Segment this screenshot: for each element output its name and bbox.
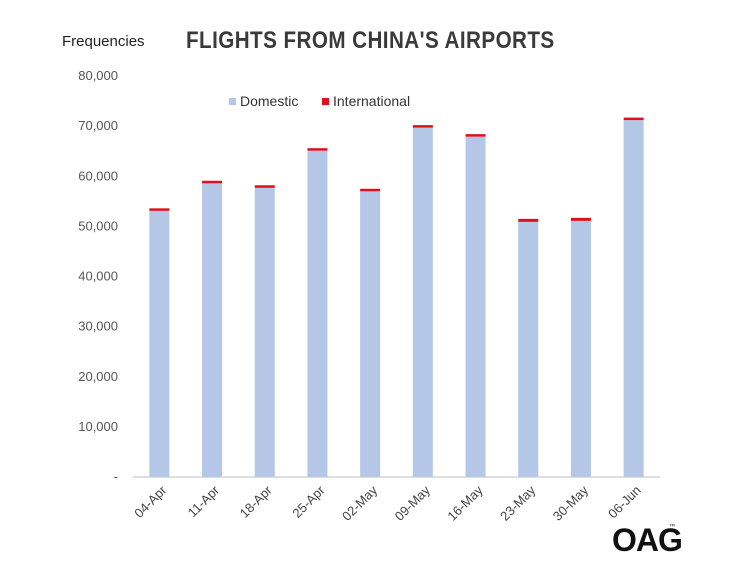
bar-international — [570, 217, 591, 221]
x-tick-label: 09-May — [392, 482, 434, 524]
x-tick-label: 16-May — [444, 482, 486, 524]
bar-international — [360, 188, 381, 192]
bar-international — [518, 218, 539, 222]
legend-swatch-international — [322, 98, 329, 105]
bar-international — [623, 117, 644, 121]
bar-domestic — [465, 136, 486, 477]
bar-international — [307, 148, 328, 151]
bar-domestic — [254, 187, 275, 477]
bar-domestic — [360, 191, 381, 477]
x-tick-label: 18-Apr — [237, 482, 276, 521]
y-tick-label: 40,000 — [78, 269, 118, 284]
legend-swatch-domestic — [229, 98, 236, 105]
oag-logo: OAG — [612, 522, 683, 558]
x-tick-label: 23-May — [497, 482, 539, 524]
legend-label-international: International — [333, 93, 410, 109]
y-tick-label: 70,000 — [78, 118, 118, 133]
legend-label-domestic: Domestic — [240, 93, 298, 109]
y-tick-label: 80,000 — [78, 68, 118, 83]
y-tick-label: 50,000 — [78, 218, 118, 233]
x-tick-label: 02-May — [339, 482, 381, 524]
bar-international — [412, 125, 433, 128]
x-tick-label: 04-Apr — [131, 482, 170, 521]
bar-domestic — [412, 127, 433, 477]
y-tick-label: 10,000 — [78, 419, 118, 434]
bar-domestic — [518, 221, 539, 477]
bar-domestic — [623, 120, 644, 478]
bar-international — [202, 180, 223, 184]
x-tick-label: 06-Jun — [605, 483, 644, 522]
bar-international — [465, 134, 486, 137]
chart-title: FLIGHTS FROM CHINA'S AIRPORTS — [186, 27, 555, 54]
bar-domestic — [149, 210, 170, 477]
x-tick-label: 11-Apr — [185, 482, 223, 520]
y-tick-label: 20,000 — [78, 369, 118, 384]
x-tick-label: 25-Apr — [289, 482, 328, 521]
bar-domestic — [307, 150, 328, 477]
bar-domestic — [202, 182, 223, 478]
x-tick-label: 30-May — [550, 482, 592, 524]
y-axis-label: Frequencies — [62, 33, 145, 50]
y-tick-label: 60,000 — [78, 168, 118, 183]
bar-domestic — [570, 220, 591, 477]
logo-trademark: ™ — [669, 524, 675, 530]
y-tick-label: 30,000 — [78, 319, 118, 334]
bar-international — [149, 208, 170, 211]
y-tick-label: - — [114, 469, 118, 484]
bar-international — [254, 185, 275, 188]
